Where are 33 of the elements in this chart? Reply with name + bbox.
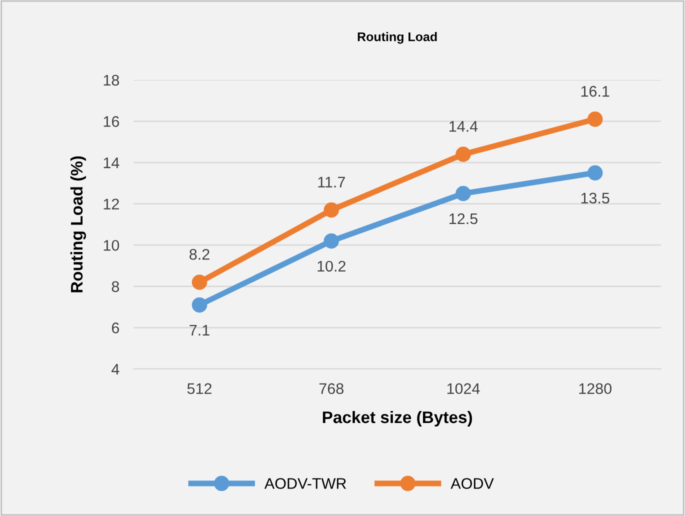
data-label: 7.1 — [190, 324, 210, 336]
data-label: 13.5 — [581, 192, 610, 204]
point — [324, 202, 340, 218]
y-tick-label: 8 — [112, 281, 120, 292]
chart-title: Routing Load — [358, 32, 437, 44]
legend-label: AODV — [450, 478, 494, 489]
y-tick-label: 12 — [104, 198, 119, 210]
legend-label: AODV-TWR — [264, 478, 346, 489]
x-tick-label: 1280 — [579, 383, 612, 394]
y-tick-label: 4 — [112, 364, 120, 374]
point — [192, 297, 208, 313]
data-label: 12.5 — [450, 213, 478, 224]
y-tick-label: 18 — [104, 74, 120, 86]
data-label: 10.2 — [318, 260, 346, 272]
point — [456, 186, 471, 202]
y-axis-title: Routing Load (%) — [70, 156, 86, 292]
x-tick-label: 768 — [319, 383, 344, 394]
y-tick-label: 10 — [104, 240, 120, 251]
data-label: 16.1 — [581, 86, 610, 97]
x-axis-title: Packet size (Bytes) — [322, 410, 472, 426]
x-tick-label: 1024 — [447, 383, 480, 394]
data-label: 8.2 — [190, 248, 210, 260]
data-label: 14.4 — [450, 121, 478, 132]
point — [587, 112, 603, 127]
y-tick-label: 14 — [104, 158, 120, 168]
data-label: 11.7 — [318, 176, 345, 188]
point — [587, 165, 603, 180]
point — [456, 146, 471, 162]
x-tick-label: 512 — [187, 383, 212, 394]
point — [192, 274, 208, 290]
y-tick-label: 6 — [112, 322, 120, 334]
y-tick-label: 16 — [104, 116, 120, 127]
point — [324, 233, 340, 249]
